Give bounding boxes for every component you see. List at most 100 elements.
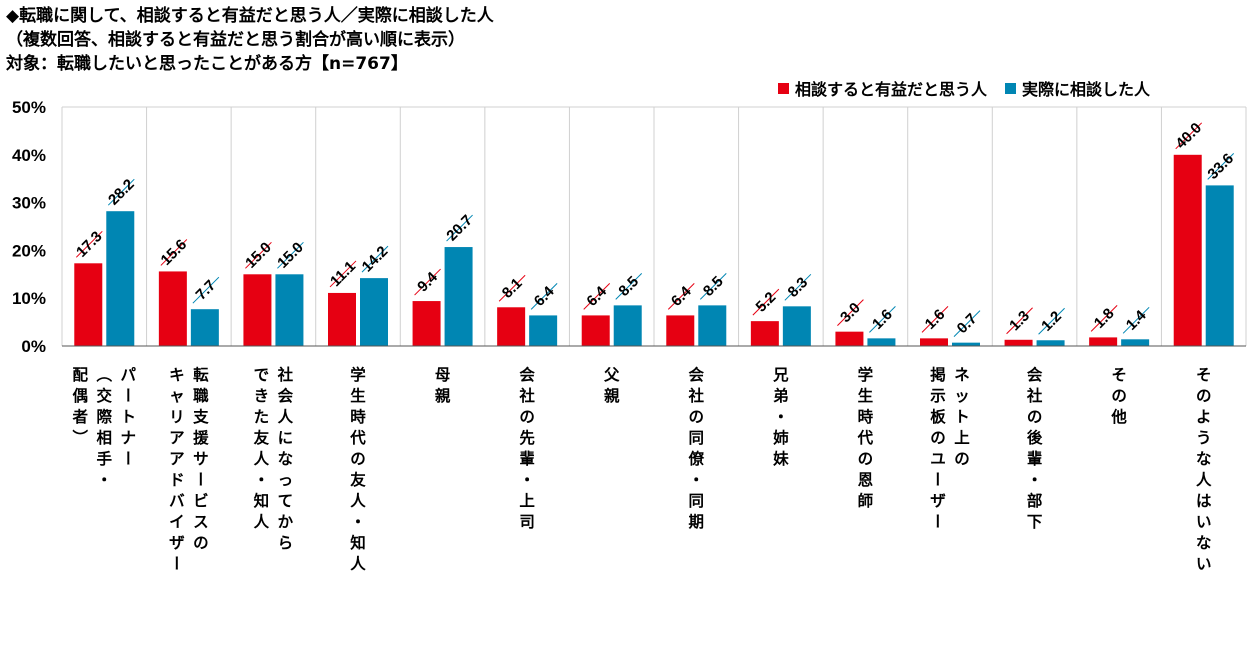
x-category-char: か — [278, 513, 294, 531]
x-category-char: ・ — [1027, 471, 1043, 489]
x-category-char: 母 — [435, 366, 451, 384]
bar-series2 — [1036, 340, 1065, 346]
bar-series1 — [581, 315, 610, 346]
bar-series1 — [1173, 154, 1202, 346]
x-category-char: ・ — [773, 408, 789, 426]
bar-series1 — [920, 338, 948, 346]
x-category-char: 社 — [688, 386, 705, 405]
x-category-char: ビ — [193, 492, 209, 510]
x-category-char: 輩 — [519, 449, 535, 468]
x-category-char: リ — [169, 408, 185, 426]
x-category-char: キ — [169, 366, 185, 384]
x-category-char: ネ — [954, 366, 970, 384]
x-category-char: 会 — [519, 365, 535, 384]
x-category-char: で — [254, 366, 270, 384]
chart-subtitle: （複数回答、相談すると有益だと思う割合が高い順に表示） — [6, 30, 465, 50]
x-category-char: 兄 — [772, 366, 789, 384]
x-category-char: 先 — [519, 428, 535, 447]
data-label-leader — [752, 288, 780, 316]
x-category-char: 親 — [435, 386, 451, 405]
x-category-char: 支 — [192, 407, 209, 426]
x-category-char: サ — [193, 450, 209, 468]
x-category-char: 偶 — [73, 386, 89, 405]
bar-series2 — [782, 306, 811, 346]
data-label-leader — [446, 214, 473, 242]
legend-item-series2: 実際に相談した人 — [1005, 76, 1150, 100]
x-category-char: 学 — [350, 365, 366, 384]
x-category-char: 代 — [349, 428, 366, 447]
x-category-char: な — [1196, 534, 1212, 552]
x-category-char: 会 — [278, 386, 294, 405]
x-category-char: ザ — [169, 534, 185, 552]
x-category-char: の — [1027, 408, 1043, 426]
x-category-char: 上 — [519, 492, 535, 510]
data-label-leader — [245, 241, 272, 269]
x-category-char: ッ — [954, 387, 970, 405]
x-category-char: ー — [167, 555, 185, 571]
x-category-char: 同 — [689, 429, 705, 447]
bar-series2 — [444, 247, 473, 346]
data-label-leader — [1122, 306, 1150, 334]
x-category-char: 下 — [1027, 513, 1043, 531]
x-category-char: ド — [169, 471, 185, 489]
bar-series1 — [243, 274, 272, 346]
x-category-char: 人 — [350, 555, 366, 573]
y-tick-label: 50% — [12, 98, 46, 117]
x-category-char: 輩 — [1027, 449, 1043, 468]
x-category-char: の — [193, 534, 209, 552]
x-category-char: ト — [121, 408, 137, 426]
bar-series2 — [1121, 339, 1150, 346]
bar-series2 — [190, 309, 219, 346]
x-category-char: っ — [278, 471, 294, 489]
x-category-char: ・ — [689, 471, 705, 489]
x-category-char: 手 — [97, 449, 113, 468]
data-label-leader — [75, 230, 103, 258]
bar-series1 — [328, 292, 356, 346]
x-category-char: の — [1111, 387, 1127, 405]
data-label-leader — [921, 305, 949, 333]
x-category-char: の — [689, 408, 705, 426]
x-category-char: 知 — [254, 491, 270, 510]
x-category-char: て — [278, 492, 294, 510]
bar-series2 — [1205, 185, 1234, 346]
bar-series2 — [952, 342, 980, 346]
data-label-leader — [837, 299, 864, 327]
x-category-char: 期 — [689, 512, 705, 531]
x-category-char: 知 — [350, 533, 366, 552]
bar-series1 — [750, 321, 779, 346]
data-label-leader — [107, 178, 135, 206]
x-category-char: ︶ — [73, 428, 89, 447]
x-category-char: い — [1196, 513, 1212, 531]
data-label-leader — [361, 245, 389, 273]
x-category-char: 時 — [350, 407, 366, 426]
x-category-char: 相 — [97, 428, 113, 447]
x-category-char: 部 — [1027, 491, 1043, 510]
x-category-char: 妹 — [772, 449, 789, 468]
data-label-leader — [329, 260, 357, 288]
x-category-char: ー — [118, 387, 136, 403]
x-category-char: の — [954, 450, 970, 468]
x-category-char: 者 — [72, 407, 89, 426]
data-label-leader — [1090, 305, 1118, 332]
x-category-char: ユ — [930, 450, 946, 468]
x-category-label: 母親 — [435, 366, 451, 405]
x-category-char: 弟 — [773, 386, 789, 405]
legend-swatch-series2 — [1005, 82, 1017, 94]
x-category-char: 示 — [930, 387, 946, 405]
x-category-char: 代 — [857, 428, 874, 447]
x-category-char: ・ — [519, 471, 535, 489]
x-category-char: ー — [928, 471, 946, 487]
x-category-char: ー — [191, 471, 209, 487]
x-category-char: そ — [1111, 366, 1127, 384]
data-label-leader — [414, 268, 441, 296]
data-label-leader — [1175, 122, 1203, 150]
bar-series2 — [275, 274, 304, 346]
x-category-char: ら — [278, 534, 294, 552]
x-category-char: 会 — [689, 365, 705, 384]
x-category-char: な — [278, 450, 294, 468]
x-category-char: ト — [954, 408, 970, 426]
